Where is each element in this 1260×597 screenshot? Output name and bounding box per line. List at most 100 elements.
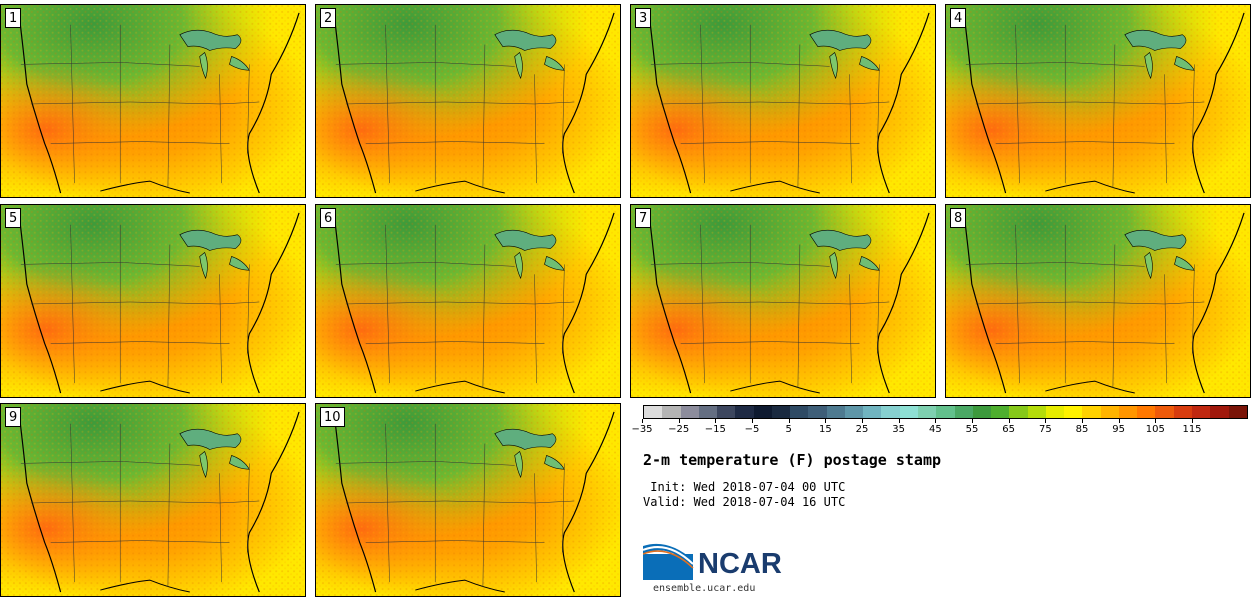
- temperature-map: [1, 5, 305, 197]
- colorbar-swatch: [1228, 406, 1247, 418]
- ncar-logo-text: NCAR: [698, 548, 782, 580]
- colorbar-tick-label: 95: [1112, 424, 1126, 435]
- colorbar-tick: [788, 419, 790, 423]
- temperature-map: [316, 205, 620, 397]
- ensemble-member-panel: 5: [0, 204, 306, 398]
- colorbar-swatch: [826, 406, 845, 418]
- ncar-logo: [643, 543, 694, 580]
- colorbar-tick-label: −35: [631, 424, 653, 435]
- temperature-map: [316, 5, 620, 197]
- temperature-map: [631, 205, 935, 397]
- colorbar-swatch: [972, 406, 992, 418]
- member-number: 9: [5, 407, 22, 427]
- colorbar-tick: [972, 419, 973, 423]
- colorbar-tick: [825, 419, 827, 423]
- valid-time: Valid: Wed 2018-07-04 16 UTC: [643, 495, 846, 509]
- colorbar-swatch: [917, 406, 937, 418]
- colorbar-tick: [642, 419, 643, 423]
- colorbar-swatch: [717, 406, 736, 418]
- colorbar-swatch: [1210, 406, 1229, 418]
- colorbar-tick-label: 75: [1038, 424, 1052, 435]
- ensemble-member-panel: 10: [315, 403, 621, 597]
- temperature-map: [946, 205, 1250, 397]
- member-number: 10: [320, 407, 345, 427]
- colorbar-tick-label: 55: [965, 424, 979, 435]
- colorbar-tick-label: 85: [1075, 424, 1089, 435]
- colorbar-ticks: −35 −25 −15 −5 5 15 25 35 45 55 65 75 85 95 105 115: [631, 419, 1248, 439]
- colorbar-tick: [715, 419, 717, 423]
- colorbar-tick-label: 105: [1145, 424, 1165, 435]
- colorbar-swatch: [1118, 406, 1138, 418]
- colorbar-tick-label: 115: [1182, 424, 1202, 435]
- ensemble-member-panel: 7: [630, 204, 936, 398]
- colorbar-tick: [678, 419, 680, 423]
- member-number: 5: [5, 208, 22, 228]
- colorbar-swatch: [662, 406, 681, 418]
- colorbar-tick-label: 35: [892, 424, 906, 435]
- colorbar-tick: [862, 419, 863, 423]
- colorbar-tick-label: 15: [818, 424, 832, 435]
- colorbar-swatch: [1173, 406, 1192, 418]
- temperature-map: [631, 5, 935, 197]
- colorbar-tick: [1192, 419, 1193, 423]
- member-number: 2: [320, 8, 337, 28]
- temperature-map: [316, 404, 620, 596]
- colorbar-tick: [898, 419, 900, 423]
- member-number: 3: [635, 8, 652, 28]
- colorbar-tick-label: −25: [668, 424, 690, 435]
- colorbar-swatch: [1009, 406, 1028, 418]
- colorbar-tick-label: 5: [785, 424, 792, 435]
- colorbar-swatch: [680, 406, 699, 418]
- colorbar-swatch: [698, 406, 718, 418]
- colorbar-swatch: [1100, 406, 1119, 418]
- member-number: 8: [950, 208, 967, 228]
- colorbar-swatch: [808, 406, 827, 418]
- colorbar-tick: [1118, 419, 1120, 423]
- colorbar-tick-label: −5: [744, 424, 760, 435]
- colorbar-swatch: [790, 406, 809, 418]
- ensemble-member-panel: 9: [0, 403, 306, 597]
- colorbar-swatch: [1137, 406, 1156, 418]
- temperature-colorbar: [643, 405, 1248, 419]
- colorbar-swatch: [954, 406, 973, 418]
- colorbar-tick: [752, 419, 753, 423]
- member-number: 1: [5, 8, 22, 28]
- ensemble-member-panel: 2: [315, 4, 621, 198]
- temperature-map: [1, 205, 305, 397]
- colorbar-swatch: [899, 406, 918, 418]
- colorbar-swatch: [735, 406, 754, 418]
- colorbar-swatch: [1045, 406, 1065, 418]
- member-number: 6: [320, 208, 337, 228]
- ensemble-member-panel: 8: [945, 204, 1251, 398]
- colorbar-tick: [1008, 419, 1010, 423]
- colorbar-tick: [1045, 419, 1047, 423]
- colorbar-tick-label: 65: [1002, 424, 1016, 435]
- colorbar-swatch: [753, 406, 772, 418]
- source-url[interactable]: ensemble.ucar.edu: [653, 583, 756, 594]
- colorbar-tick: [1155, 419, 1157, 423]
- ensemble-member-panel: 6: [315, 204, 621, 398]
- colorbar-swatch: [1155, 406, 1174, 418]
- colorbar-swatch: [1191, 406, 1211, 418]
- member-number: 4: [950, 8, 967, 28]
- colorbar-tick-label: −15: [704, 424, 726, 435]
- colorbar-swatch: [936, 406, 955, 418]
- colorbar-swatch: [1027, 406, 1046, 418]
- temperature-map: [1, 404, 305, 596]
- colorbar-tick-label: 25: [855, 424, 869, 435]
- init-time: Init: Wed 2018-07-04 00 UTC: [643, 480, 846, 494]
- colorbar-swatch: [991, 406, 1010, 418]
- colorbar-tick-label: 45: [928, 424, 942, 435]
- colorbar-swatch: [644, 406, 663, 418]
- colorbar-tick: [1082, 419, 1083, 423]
- colorbar-tick: [935, 419, 937, 423]
- colorbar-swatch: [881, 406, 900, 418]
- plot-title: 2-m temperature (F) postage stamp: [643, 451, 942, 469]
- colorbar-swatch: [771, 406, 791, 418]
- ensemble-member-panel: 4: [945, 4, 1251, 198]
- colorbar-swatch: [863, 406, 882, 418]
- ensemble-member-panel: 3: [630, 4, 936, 198]
- member-number: 7: [635, 208, 652, 228]
- colorbar-swatch: [1082, 406, 1101, 418]
- colorbar-swatch: [844, 406, 864, 418]
